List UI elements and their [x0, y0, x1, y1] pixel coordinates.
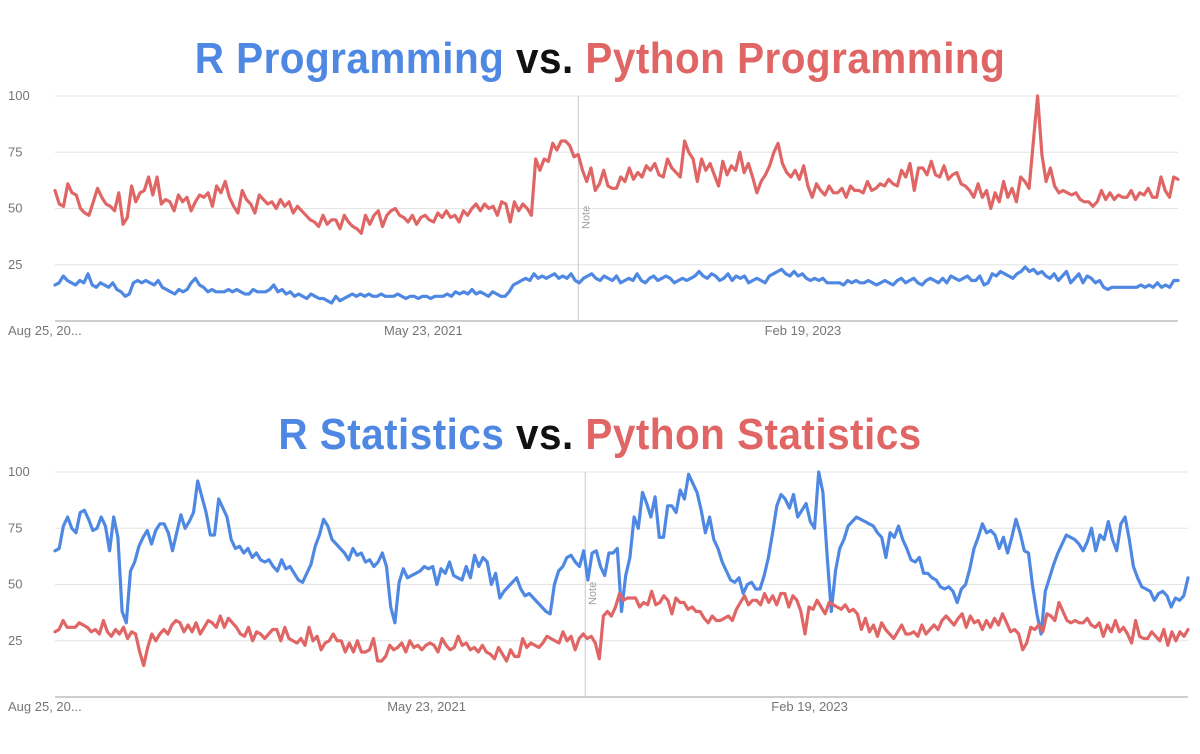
chart-2-series-python-line — [53, 589, 1190, 668]
chart-2-title: R Statistics vs. Python Statistics — [48, 410, 1152, 460]
chart-1-xtick-label: May 23, 2021 — [384, 323, 463, 338]
chart-2-xtick-label: Aug 25, 20... — [8, 699, 82, 714]
chart-2-series-r-line — [53, 470, 1190, 636]
chart-2-xtick-label: Feb 19, 2023 — [771, 699, 848, 714]
chart-1-note-label: Note — [580, 206, 592, 229]
chart-1-title-vs: vs. — [516, 34, 574, 83]
chart-1-title: R Programming vs. Python Programming — [48, 34, 1152, 84]
chart-2-xtick-label: May 23, 2021 — [387, 699, 466, 714]
chart-1-ytick-label: 50 — [8, 201, 22, 216]
chart-1-ytick-label: 75 — [8, 144, 22, 159]
chart-1-ytick-label: 25 — [8, 257, 22, 272]
chart-2-title-r: R Statistics — [278, 410, 505, 459]
chart-1-xtick-label: Feb 19, 2023 — [765, 323, 842, 338]
chart-2-title-vs: vs. — [516, 410, 574, 459]
chart-1-series-python-line — [53, 94, 1180, 235]
chart-1-title-python: Python Programming — [585, 34, 1006, 83]
chart-2-ytick-label: 100 — [8, 464, 30, 479]
chart-1-ytick-label: 100 — [8, 88, 30, 103]
chart-2-note-label: Note — [587, 582, 599, 605]
chart-1-series-r-line — [53, 265, 1180, 305]
chart-2-ytick-label: 50 — [8, 577, 22, 592]
chart-2-title-python: Python Statistics — [585, 410, 922, 459]
chart-1-xtick-label: Aug 25, 20... — [8, 323, 82, 338]
chart-2-ytick-label: 75 — [8, 520, 22, 535]
chart-1-title-r: R Programming — [194, 34, 505, 83]
chart-2-ytick-label: 25 — [8, 633, 22, 648]
